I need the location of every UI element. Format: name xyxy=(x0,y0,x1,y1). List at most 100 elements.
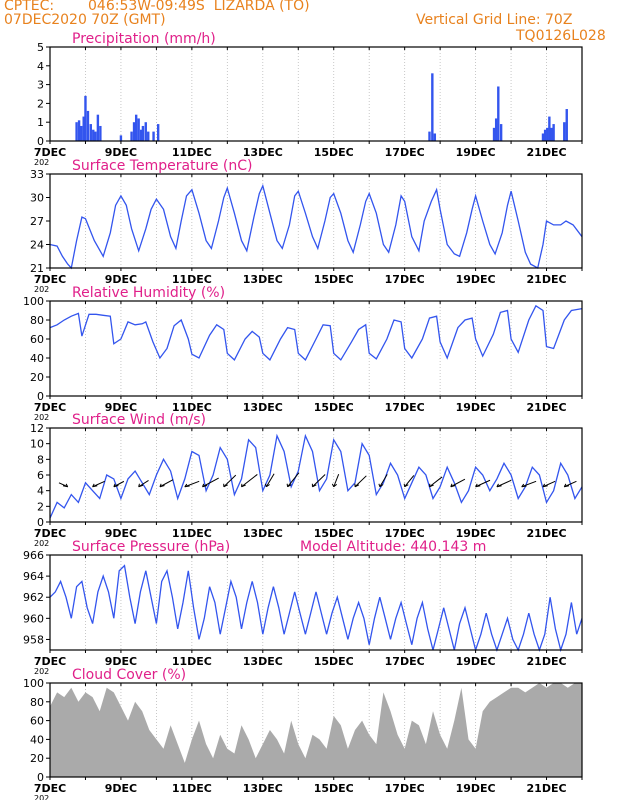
y-tick-label: 6 xyxy=(37,469,44,482)
wind-arrow-head xyxy=(496,483,502,488)
wind-arrow xyxy=(202,477,219,488)
wind-arrow xyxy=(496,479,512,488)
y-tick-label: 20 xyxy=(30,371,44,384)
wind-arrow-head xyxy=(184,483,190,488)
precip-bar xyxy=(492,127,496,141)
y-tick-label: 21 xyxy=(30,262,44,275)
x-year-fragment: 202 xyxy=(34,667,49,676)
y-tick-label: 30 xyxy=(30,192,44,205)
precip-bar xyxy=(82,116,85,141)
panel-title: Surface Temperature (nC) xyxy=(72,158,253,174)
y-tick-label: 80 xyxy=(30,696,44,709)
y-tick-label: 2 xyxy=(37,500,44,513)
precip-bar xyxy=(428,131,431,141)
precip-bar xyxy=(137,118,140,141)
wind-arrow xyxy=(223,474,237,488)
x-tick-label: 19DEC xyxy=(456,401,496,414)
x-tick-label: 17DEC xyxy=(385,273,425,286)
precip-bar xyxy=(494,118,498,141)
wind-arrow-head xyxy=(403,483,409,488)
y-tick-label: 0 xyxy=(37,135,44,148)
header-grid-note: Vertical Grid Line: 70Z xyxy=(416,12,573,28)
header-code: TQ0126L028 xyxy=(516,28,606,44)
y-tick-label: 100 xyxy=(23,677,44,690)
wind-arrow-head xyxy=(159,483,165,488)
x-tick-label: 17DEC xyxy=(385,655,425,668)
precip-bar xyxy=(80,125,83,141)
x-tick-label: 11DEC xyxy=(172,146,212,159)
precip-bar xyxy=(89,124,92,141)
x-tick-label: 7DEC xyxy=(34,273,66,286)
y-tick-label: 0 xyxy=(37,771,44,784)
x-tick-label: 13DEC xyxy=(243,273,283,286)
x-tick-label: 17DEC xyxy=(385,401,425,414)
y-tick-label: 0 xyxy=(37,516,44,529)
x-tick-label: 15DEC xyxy=(314,782,354,795)
x-tick-label: 15DEC xyxy=(314,273,354,286)
precip-bar xyxy=(152,131,155,141)
panel-1: 0 1 2 3 4 5 7DEC 9DEC 11DEC 13DEC 15DEC 17DEC 19DEC 2… xyxy=(34,31,583,167)
header-source: CPTEC: xyxy=(4,0,55,14)
wind-arrow xyxy=(184,480,200,488)
x-tick-label: 19DEC xyxy=(456,527,496,540)
y-tick-label: 40 xyxy=(30,352,44,365)
wind-arrow-head xyxy=(138,483,144,488)
panel-frame xyxy=(49,427,583,523)
y-tick-label: 40 xyxy=(30,733,44,746)
y-tick-label: 966 xyxy=(23,549,44,562)
y-tick-label: 2 xyxy=(37,97,44,110)
y-tick-label: 100 xyxy=(23,295,44,308)
x-tick-label: 19DEC xyxy=(456,655,496,668)
y-tick-label: 0 xyxy=(37,390,44,403)
x-year-fragment: 202 xyxy=(34,158,49,167)
x-tick-label: 21DEC xyxy=(527,527,567,540)
y-tick-label: 1 xyxy=(37,116,44,129)
precip-bar xyxy=(147,131,150,141)
precip-bar xyxy=(156,124,160,141)
wind-arrow-head xyxy=(378,483,384,488)
precip-bar xyxy=(499,124,503,141)
wind-arrow-head xyxy=(311,483,317,488)
cloud-cover-area xyxy=(50,683,582,777)
x-tick-label: 21DEC xyxy=(527,146,567,159)
wind-arrow-head xyxy=(354,483,360,488)
y-tick-label: 962 xyxy=(23,591,44,604)
precip-bar xyxy=(96,114,100,141)
panel-3: 0 20 40 60 80 100 7DEC 9DEC 11DEC 13DEC 15DEC 17DEC… xyxy=(23,285,583,422)
panel-2: 21 24 27 30 33 7DEC 9DEC 11DEC 13DEC 15DEC 17DEC 19… xyxy=(30,158,583,294)
wind-arrow-head xyxy=(286,483,292,488)
x-year-fragment: 202 xyxy=(34,413,49,422)
x-tick-label: 15DEC xyxy=(314,146,354,159)
panel-5: 958 960 962 964 966 7DEC 9DEC 11DEC 13DEC 15DEC 17… xyxy=(23,539,583,676)
y-tick-label: 20 xyxy=(30,752,44,765)
panel-title: Precipitation (mm/h) xyxy=(72,31,216,47)
wind-arrow xyxy=(521,480,537,488)
x-tick-label: 15DEC xyxy=(314,527,354,540)
wind-arrow-head xyxy=(223,483,228,488)
y-tick-label: 8 xyxy=(37,453,44,466)
wind-arrow xyxy=(159,479,174,488)
x-year-fragment: 202 xyxy=(34,285,49,294)
precip-bar xyxy=(130,131,133,141)
x-tick-label: 7DEC xyxy=(34,527,66,540)
x-tick-label: 7DEC xyxy=(34,146,66,159)
x-tick-label: 21DEC xyxy=(527,655,567,668)
x-tick-label: 9DEC xyxy=(105,655,137,668)
series-line xyxy=(49,183,583,270)
y-tick-label: 27 xyxy=(30,215,44,228)
wind-arrow xyxy=(354,475,367,488)
panel-4: 0 2 4 6 8 10 12 7DEC 9DEC 11DEC 13DEC 15DEC 17DEC 19D… xyxy=(30,412,583,548)
x-tick-label: 19DEC xyxy=(456,782,496,795)
wind-arrow-head xyxy=(92,483,98,488)
precip-bar xyxy=(552,124,555,141)
x-tick-label: 11DEC xyxy=(172,655,212,668)
wind-arrow xyxy=(450,478,466,488)
y-tick-label: 4 xyxy=(37,485,44,498)
precip-bar xyxy=(139,129,143,141)
precip-bar xyxy=(134,114,138,141)
wind-arrow xyxy=(333,473,340,487)
x-tick-label: 21DEC xyxy=(527,782,567,795)
precip-bar xyxy=(548,116,551,141)
header-location: 046:53W-09:49S LIZARDA (TO) xyxy=(88,0,310,14)
